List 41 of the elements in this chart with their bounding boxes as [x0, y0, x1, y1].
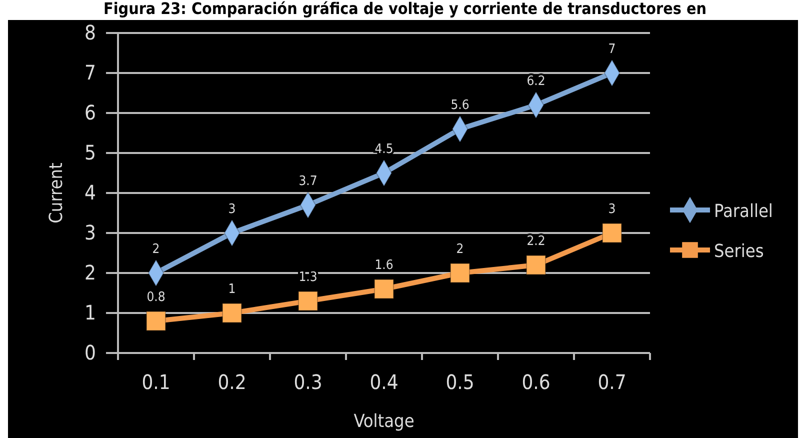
chart-title: Figura 23: Comparación gráfica de voltaje y corriente de transductores en [104, 0, 706, 18]
point [146, 311, 166, 331]
data-label: 7 [608, 42, 616, 57]
data-label: 5.6 [450, 98, 470, 113]
legend-label: Series [714, 241, 764, 262]
y-tick-label: 3 [84, 220, 96, 244]
data-label: 2 [456, 242, 464, 257]
point [602, 223, 622, 243]
x-tick-label: 0.5 [446, 370, 474, 394]
x-tick-label: 0.6 [522, 370, 550, 394]
y-tick-label: 8 [84, 20, 96, 44]
data-label: 3 [608, 202, 616, 217]
point [222, 303, 242, 323]
x-tick-label: 0.7 [598, 370, 626, 394]
data-label: 1.3 [298, 270, 318, 285]
y-tick-label: 5 [84, 140, 96, 164]
data-label: 1.6 [374, 258, 394, 273]
data-label: 2.2 [526, 234, 546, 249]
point [298, 291, 318, 311]
point [450, 263, 470, 283]
y-tick-label: 1 [84, 300, 96, 324]
point [526, 255, 546, 275]
x-tick-label: 0.2 [218, 370, 246, 394]
y-tick-label: 6 [84, 100, 96, 124]
y-tick-label: 7 [84, 60, 96, 84]
data-label: 2 [152, 242, 160, 257]
y-tick-label: 2 [84, 260, 96, 284]
y-axis-title: Current [46, 162, 67, 224]
data-label: 6.2 [526, 74, 546, 89]
legend-label: Parallel [714, 201, 773, 222]
x-axis-title: Voltage [354, 411, 414, 432]
data-label: 1 [228, 282, 236, 297]
y-tick-label: 4 [84, 180, 96, 204]
x-tick-label: 0.3 [294, 370, 322, 394]
y-tick-label: 0 [84, 340, 96, 364]
point [374, 279, 394, 299]
data-label: 3.7 [298, 174, 318, 189]
x-tick-label: 0.1 [142, 370, 170, 394]
x-tick-label: 0.4 [370, 370, 398, 394]
data-label: 0.8 [146, 290, 166, 305]
data-label: 3 [228, 202, 236, 217]
